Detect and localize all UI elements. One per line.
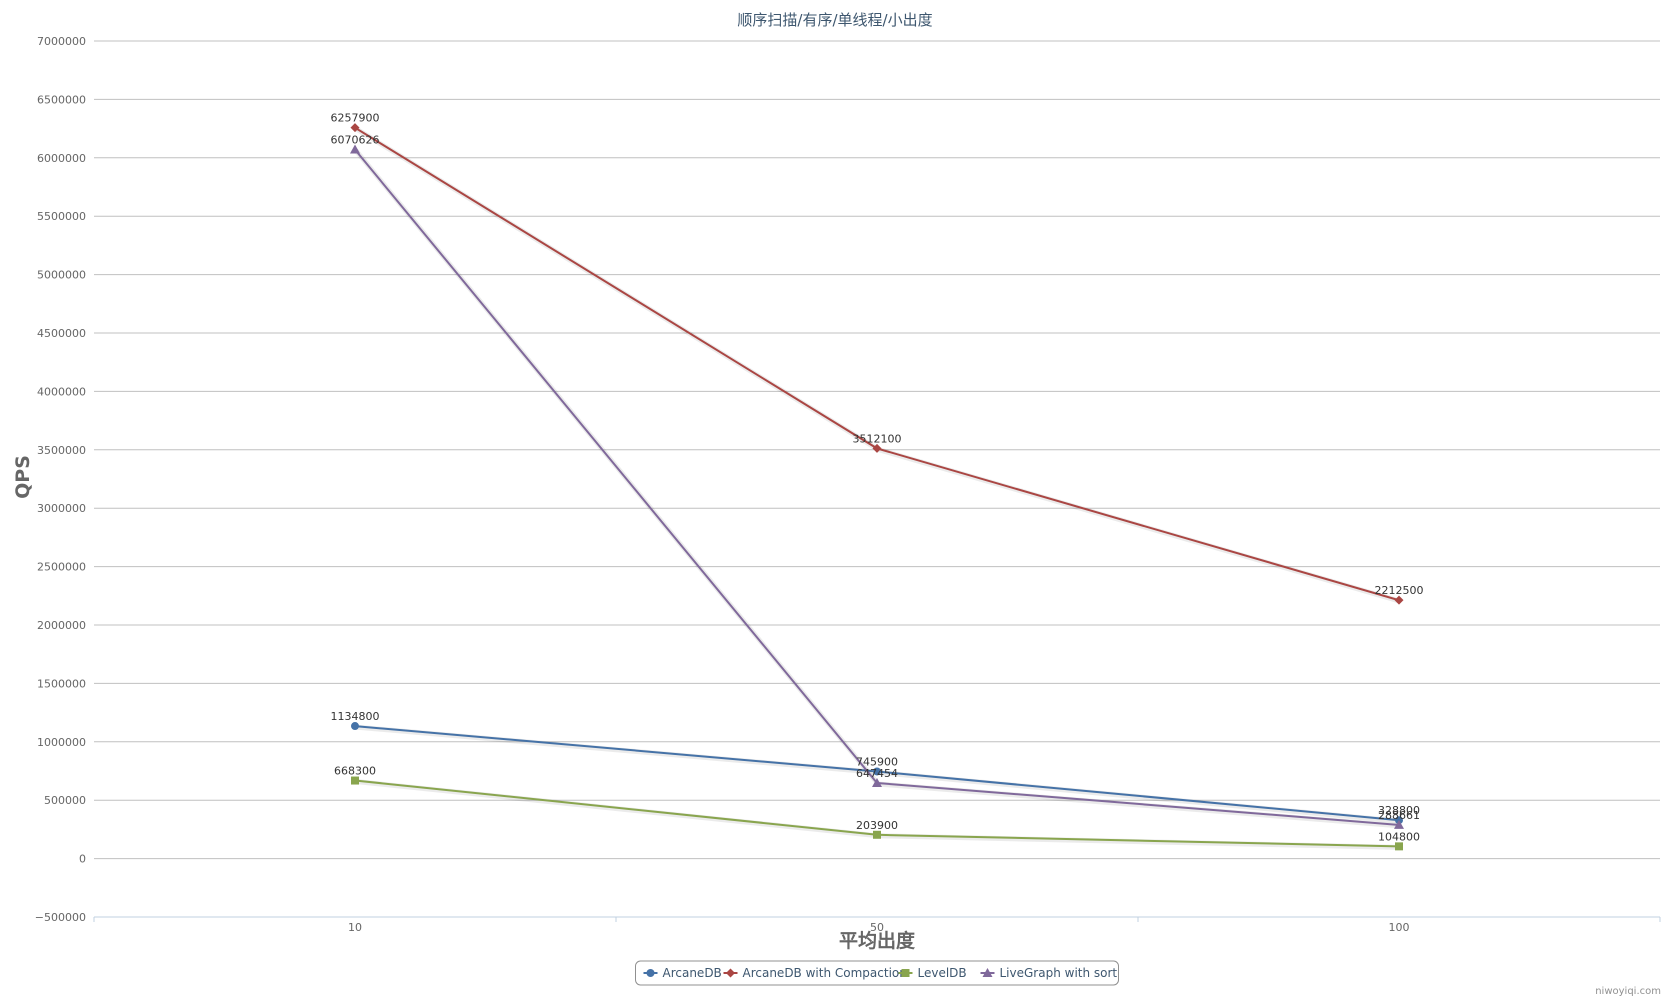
legend-label: LevelDB [918,966,967,980]
series-line-shadow [354,126,1401,604]
y-tick-label: 1500000 [37,677,86,690]
y-tick-label: 4500000 [37,327,86,340]
data-label: 203900 [856,819,898,832]
legend: ArcaneDB ArcaneDB with Compaction LevelDB L… [635,960,1119,986]
data-labels: 1134800 745900 328800 6257900 3512100 2212500… [331,112,1424,844]
data-label: 288661 [1378,809,1420,822]
x-tick-label: 100 [1389,921,1410,934]
series-leveldb [351,776,1403,851]
data-point[interactable] [1394,595,1404,605]
y-tick-label: 1000000 [37,736,86,749]
y-tick-label: 2000000 [37,619,86,632]
legend-box [635,960,1119,986]
legend-marker [726,968,735,978]
credit-text[interactable]: niwoyiqi.com [1595,986,1661,997]
legend-item[interactable]: ArcaneDB [643,966,722,980]
data-point[interactable] [873,767,881,776]
x-axis: 10 50 100 [93,917,1661,934]
series-group [350,123,1404,851]
legend-item[interactable]: ArcaneDB with Compaction [723,966,907,980]
x-axis-title: 平均出度 [839,929,916,952]
data-label: 745900 [856,755,898,768]
y-tick-label: 500000 [44,794,86,807]
data-label: 6070626 [331,134,380,147]
series-line-shadow [354,149,1401,829]
data-label: 647454 [856,767,898,780]
legend-label: ArcaneDB with Compaction [743,966,907,980]
legend-marker [646,969,655,977]
y-tick-label: 5500000 [37,210,86,223]
legend-label: LiveGraph with sort [1000,966,1118,980]
y-axis-ticks: −500000 0 500000 1000000 1500000 2000000 25000… [35,35,86,924]
data-label: 6257900 [331,112,380,125]
data-point[interactable] [873,830,881,839]
y-tick-label: 6500000 [37,93,86,106]
x-tick-label: 50 [870,921,884,934]
data-label: 2212500 [1375,584,1424,597]
data-point[interactable] [350,144,360,154]
data-point[interactable] [1395,842,1403,851]
series-line[interactable] [354,126,1400,602]
data-label: 104800 [1378,830,1420,843]
series-livegraph-with-sort [350,144,1404,829]
series-line[interactable] [354,148,1400,826]
data-point[interactable] [351,722,359,731]
data-label: 1134800 [331,710,380,723]
data-label: 668300 [334,765,376,778]
series-arcanedb-with-compaction [350,123,1404,605]
data-label: 3512100 [853,432,902,445]
y-axis-title: QPS [12,455,34,499]
grid-lines [94,40,1660,918]
data-point[interactable] [872,777,882,787]
data-point[interactable] [1394,819,1404,829]
data-point[interactable] [872,443,882,453]
data-point[interactable] [350,123,360,133]
y-tick-label: 5000000 [37,269,86,282]
y-tick-label: 4000000 [37,385,86,398]
legend-item[interactable]: LevelDB [898,966,967,980]
y-tick-label: 0 [79,853,86,866]
y-tick-label: −500000 [35,911,86,924]
data-point[interactable] [351,776,359,785]
legend-marker [982,968,993,977]
legend-marker [901,969,910,977]
y-tick-label: 3500000 [37,444,86,457]
legend-item[interactable]: LiveGraph with sort [980,966,1118,980]
data-label: 328800 [1378,804,1420,817]
chart-title: 顺序扫描/有序/单线程/小出度 [737,11,932,29]
y-tick-label: 3000000 [37,502,86,515]
y-tick-label: 6000000 [37,152,86,165]
legend-label: ArcaneDB [663,966,722,980]
y-tick-label: 2500000 [37,561,86,574]
y-tick-label: 7000000 [37,35,86,48]
x-tick-label: 10 [348,921,362,934]
